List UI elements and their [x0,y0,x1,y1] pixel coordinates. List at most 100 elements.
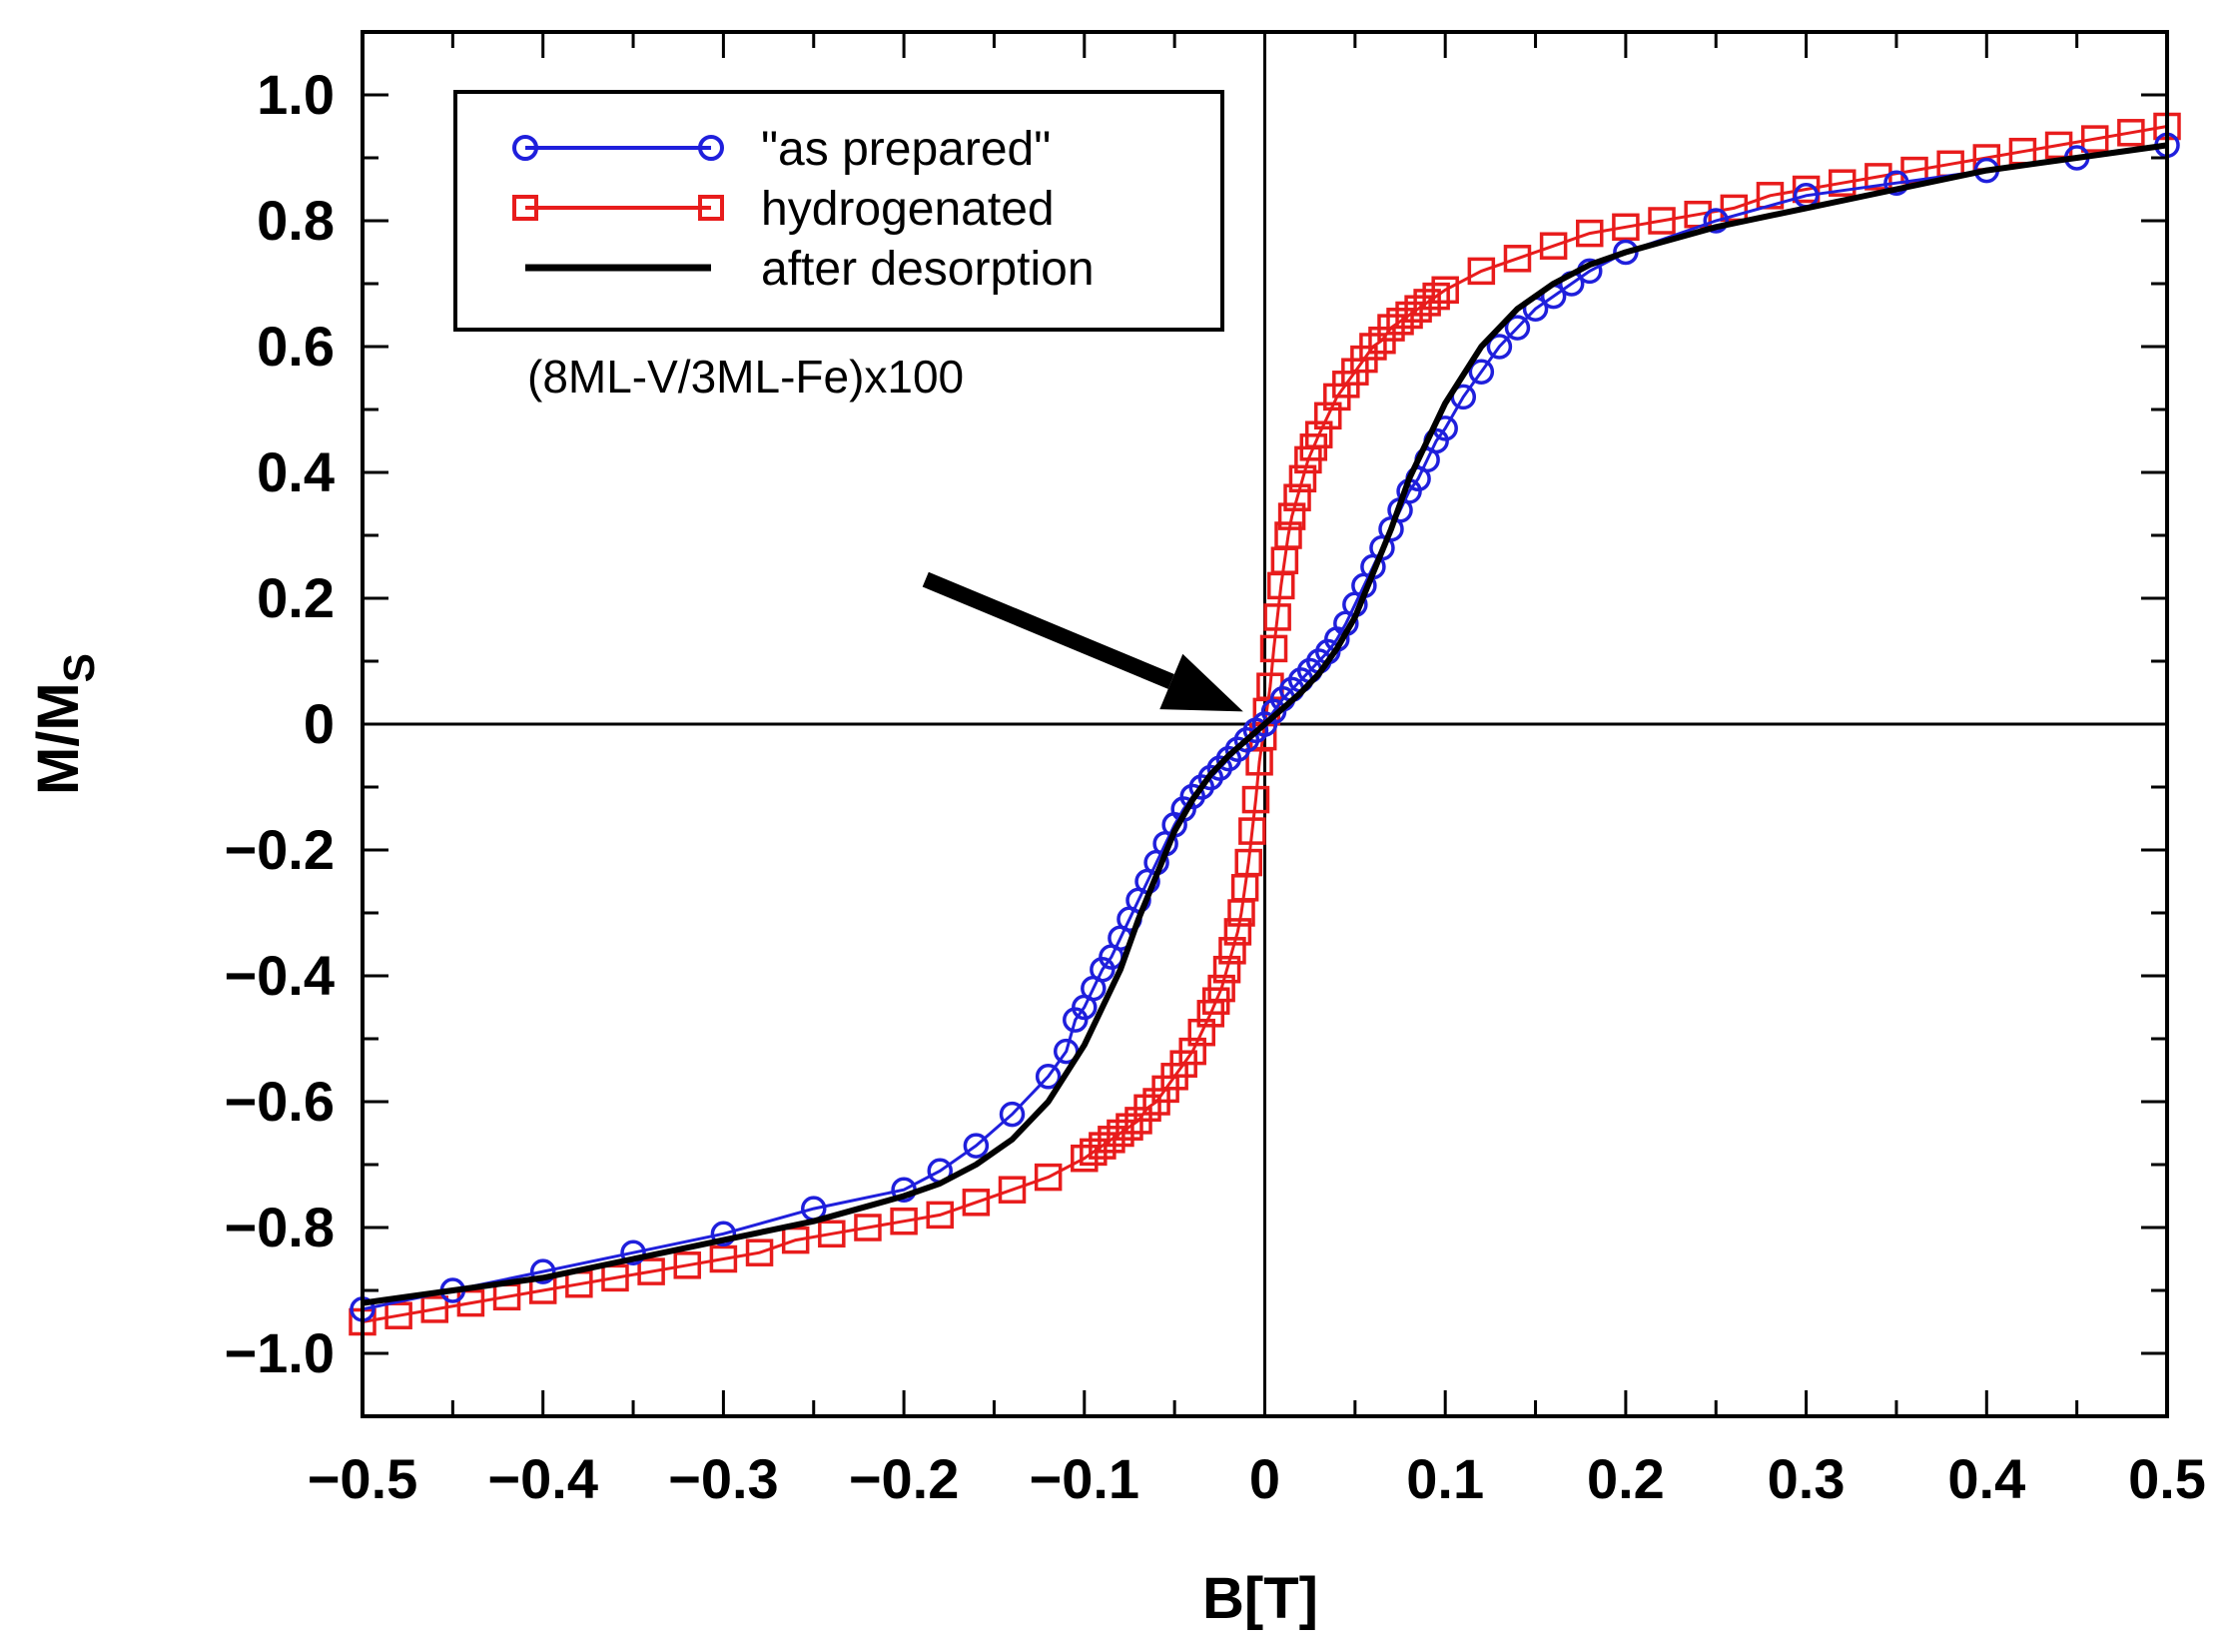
as-prepared-point [1883,170,1909,196]
as-prepared-point [620,1239,646,1265]
y-tick-label: 0 [304,692,335,755]
hydrogenated-point [1263,603,1291,631]
hydrogenated-point [1238,817,1266,845]
y-tick-label: −0.8 [224,1196,335,1258]
hydrogenated-point [2044,131,2073,160]
y-axis-title-subscript: S [55,653,104,682]
hydrogenated-point [1539,232,1568,260]
series-2 [362,142,2168,1306]
legend: "as prepared" hydrogenated after desorpt… [453,90,1224,332]
y-tick-label: −1.0 [224,1321,335,1384]
y-tick-label: −0.4 [224,944,335,1007]
as-prepared-point [1251,711,1278,737]
hydrogenated-point [1241,785,1270,814]
y-tick-label: 0.2 [257,566,335,629]
hydrogenated-point [1648,207,1676,235]
x-tick-label: −0.5 [308,1447,418,1510]
x-tick-label: 0.3 [1768,1447,1846,1510]
hydrogenated-point [854,1214,882,1241]
hydrogenated-point [456,1288,485,1317]
hydrogenated-point [2117,119,2145,147]
arrow-annotation [922,571,1243,712]
hydrogenated-point [926,1201,954,1230]
as-prepared-point [1260,698,1287,725]
as-prepared-point [1090,956,1116,983]
hydrogenated-point [1864,163,1892,191]
y-tick-label: 0.8 [257,189,335,252]
hydrogenated-point [420,1295,449,1323]
hydrogenated-point [818,1220,846,1248]
hydrogenated-point [673,1251,702,1279]
hydrogenated-point [1212,955,1241,984]
hydrogenated-point [1034,1163,1063,1192]
as-prepared-point [710,1221,737,1247]
hydrogenated-point [1116,1113,1143,1141]
hydrogenated-point [1178,1037,1206,1066]
legend-swatch-marker-hydrogenated-left [512,195,538,221]
as-prepared-point [1504,315,1531,341]
hydrogenated-point [1422,282,1450,311]
sample-annotation: (8ML-V/3ML-Fe)x100 [527,351,964,403]
as-prepared-point [1486,334,1513,360]
hydrogenated-point [1223,918,1252,946]
y-tick-label: 1.0 [257,63,335,126]
legend-swatch-marker-as-prepared-left [512,135,538,161]
as-prepared-point [1063,1007,1089,1033]
x-tick-label: −0.1 [1030,1447,1140,1510]
hydrogenated-point [890,1207,918,1236]
arrow-head [1159,653,1243,712]
x-tick-label: 0.2 [1587,1447,1665,1510]
hydrogenated-point [998,1176,1027,1204]
hydrogenated-point [1720,194,1749,223]
hydrogenated-point [781,1226,810,1254]
hydrogenated-point [1218,937,1246,965]
hydrogenated-point [1828,169,1857,197]
tick-labels: −0.5 −0.4 −0.3 −0.2 −0.1 0 0.1 0.2 0.3 0.4 0.5 −1.0… [224,63,2205,1510]
hydrogenated-point [601,1263,629,1292]
legend-label-as-prepared: "as prepared" [761,123,1051,176]
y-tick-label: 0.4 [257,440,335,503]
x-tick-label: −0.2 [849,1447,960,1510]
y-tick-label: −0.2 [224,818,335,881]
as-prepared-point [1468,359,1495,385]
legend-swatch-marker-hydrogenated-right [698,195,724,221]
y-tick-label: −0.6 [224,1070,335,1133]
hydrogenated-point [1467,257,1496,286]
y-axis-title-main: M/M [26,682,91,795]
hydrogenated-point [1792,175,1821,204]
hydrogenated-point [1503,245,1532,273]
hydrogenated-point [1283,483,1311,511]
as-prepared-point [1035,1064,1062,1090]
hydrogenated-point [1187,1018,1216,1047]
as-prepared-point [1703,208,1729,234]
x-tick-label: 0 [1249,1447,1280,1510]
hydrogenated-point [1304,420,1333,448]
arrow-shaft [922,571,1174,689]
hydrogenated-point [637,1257,665,1285]
y-tick-label: 0.6 [257,315,335,378]
hydrogenated-point [1277,502,1306,530]
as-prepared-point [999,1101,1026,1128]
hydrogenated-point [1207,974,1235,1003]
y-axis-title: M/MS [26,653,104,795]
hydrogenated-point [1756,182,1785,210]
hydrogenated-point [2080,125,2109,153]
legend-label-after-desorption: after desorption [761,243,1095,296]
hydrogenated-point [1313,402,1342,430]
x-tick-label: −0.3 [668,1447,779,1510]
x-tick-label: −0.4 [487,1447,598,1510]
x-tick-label: 0.4 [1947,1447,2025,1510]
legend-label-hydrogenated: hydrogenated [761,183,1055,236]
hydrogenated-point [1259,634,1288,663]
as-prepared-point [529,1258,556,1284]
as-prepared-point [963,1133,990,1159]
x-tick-label: 0.5 [2128,1447,2206,1510]
hydrogenated-point [1288,464,1317,493]
x-tick-label: 0.1 [1406,1447,1484,1510]
hydrogenated-point [1576,219,1604,248]
axis-ticks [361,32,2169,1416]
legend-box [453,90,1224,332]
x-axis-title: B[T] [1202,1566,1318,1631]
hydrogenated-point [1900,156,1928,185]
